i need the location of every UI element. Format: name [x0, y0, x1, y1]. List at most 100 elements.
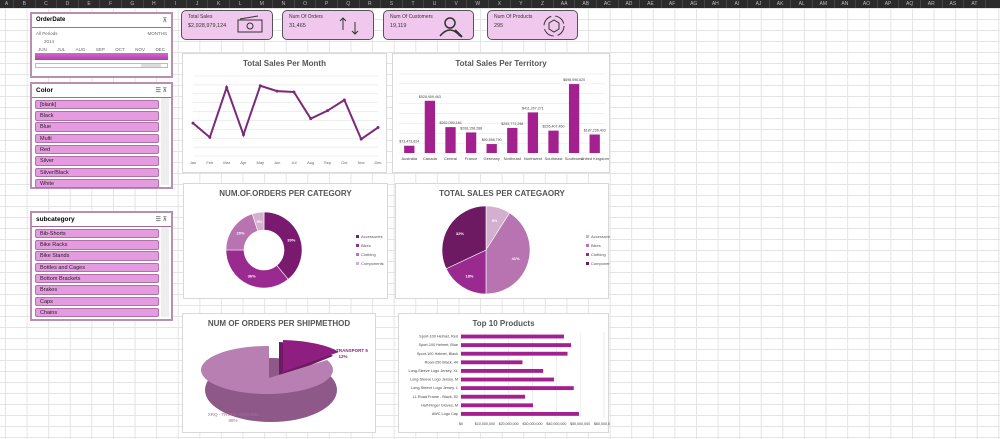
timeline-month: SEP: [95, 47, 105, 52]
y-tick-label: Sport-100 Helmet, Red: [419, 335, 458, 339]
slice-label: CARGO TRANSPORT 5 12%: [318, 348, 368, 359]
clear-filter-icon[interactable]: ⊼: [162, 88, 167, 94]
x-tick-label: Nov: [358, 160, 365, 165]
slicer-item[interactable]: Bottom Brackets: [35, 273, 159, 284]
column-header-AD: AD: [619, 0, 641, 8]
column-header-H: H: [144, 0, 166, 8]
chart-title: Top 10 Products: [472, 319, 535, 328]
column-header-AQ: AQ: [899, 0, 921, 8]
kpi-label: Num Of Orders: [289, 14, 323, 20]
slicer-item[interactable]: Blue: [35, 122, 159, 132]
y-tick-label: Long-Sleeve Logo Jersey, L: [411, 386, 458, 390]
territory-bar: [507, 127, 518, 153]
x-tick-label: Feb: [206, 160, 214, 165]
slicer-item[interactable]: Bib-Shorts: [35, 228, 159, 239]
slice-label: 41%: [512, 256, 520, 261]
data-point: [191, 121, 195, 125]
x-tick-label: $40,000,000: [546, 422, 566, 426]
x-tick-label: Jan: [190, 160, 196, 165]
legend-swatch: [356, 235, 359, 238]
multi-select-icon[interactable]: ☰: [155, 88, 161, 94]
clear-filter-icon[interactable]: ⊼: [162, 18, 167, 24]
slicer-item[interactable]: Bike Stands: [35, 251, 159, 261]
legend-entry: Clothing: [591, 252, 606, 257]
column-header-AB: AB: [575, 0, 598, 8]
x-tick-label: Southeast: [544, 156, 563, 161]
kpi-card-1: Num Of Orders 31,465: [282, 10, 374, 40]
up-down-arrows-icon: [339, 17, 359, 35]
data-label: $253,771,298: [501, 122, 523, 126]
y-tick-label: Long-Sleeve Logo Jersey, XL: [408, 369, 458, 373]
column-header-T: T: [403, 0, 425, 8]
slicer-item[interactable]: Bottles and Cages: [35, 262, 159, 273]
timeline-month: OCT: [115, 47, 125, 52]
column-header-G: G: [122, 0, 144, 8]
slicer-item[interactable]: Multi: [35, 133, 159, 144]
timeline-selection-bar[interactable]: [35, 53, 168, 60]
orderdate-timeline-slicer[interactable]: OrderDate ⊼ All Periods MONTHS 2014 JUN JU…: [30, 12, 173, 78]
slicer-item[interactable]: Black: [35, 111, 159, 121]
product-bar: [461, 403, 533, 408]
period-level-dropdown[interactable]: MONTHS: [147, 31, 168, 36]
slicer-scrollbar[interactable]: [161, 98, 169, 185]
slicer-item[interactable]: White: [35, 178, 159, 189]
column-header-AI: AI: [727, 0, 749, 8]
column-header-R: R: [360, 0, 382, 8]
slicer-scrollbar[interactable]: [161, 227, 169, 317]
chart-title: Total Sales Per Month: [243, 59, 326, 68]
slicer-item[interactable]: Caps: [35, 296, 159, 307]
slice-label: 32%: [456, 231, 464, 236]
slicer-item[interactable]: Silver: [35, 156, 159, 166]
column-header-Y: Y: [511, 0, 533, 8]
x-tick-label: $50,000,000: [570, 422, 590, 426]
slicer-item[interactable]: Brakes: [35, 285, 159, 295]
sales-per-territory-chart: Total Sales Per Territory $73,473,624 Aust…: [392, 53, 610, 173]
legend-entry: Bikes: [361, 243, 371, 248]
slice-xrq-truck-ground: [200, 345, 333, 394]
x-tick-label: $10,000,000: [475, 422, 495, 426]
timeline-scrollbar[interactable]: [35, 63, 168, 68]
x-tick-label: Dec: [374, 160, 381, 165]
territory-bar: [445, 127, 456, 153]
slice-label: XRQ - TRUCK GROUND 88%: [208, 412, 259, 423]
multi-select-icon[interactable]: ☰: [155, 217, 161, 223]
slicer-item[interactable]: Silver/Black: [35, 167, 159, 178]
product-bar: [461, 368, 544, 373]
territory-bar: [465, 132, 477, 153]
column-header-D: D: [57, 0, 79, 8]
column-header-C: C: [36, 0, 58, 8]
product-bar: [461, 343, 572, 348]
product-bar: [461, 377, 554, 382]
x-tick-label: $60,000,000: [594, 422, 610, 426]
column-header-AK: AK: [770, 0, 792, 8]
data-label: $698,096,620: [563, 78, 585, 82]
legend-swatch: [586, 244, 589, 247]
slice-label: 20%: [237, 230, 245, 235]
kpi-label: Total Sales: [188, 14, 213, 20]
product-bar: [461, 351, 568, 356]
x-tick-label: $20,000,000: [499, 422, 519, 426]
legend-entry: Components: [591, 261, 610, 266]
kpi-card-2: Num Of Customers 19,119: [383, 10, 474, 40]
kpi-value: 31,465: [289, 23, 306, 29]
slicer-item[interactable]: [blank]: [35, 99, 159, 110]
slicer-item[interactable]: Bike Racks: [35, 240, 159, 250]
column-header-B: B: [14, 0, 36, 8]
data-point: [208, 135, 212, 139]
territory-bar: [589, 134, 600, 153]
column-header-AS: AS: [943, 0, 965, 8]
x-tick-label: Northeast: [504, 156, 522, 161]
territory-bar: [404, 145, 415, 153]
y-tick-label: Long-Sleeve Logo Jersey, M: [410, 378, 458, 382]
slicer-item[interactable]: Red: [35, 144, 159, 155]
column-header-AE: AE: [640, 0, 662, 8]
x-tick-label: Australia: [402, 156, 418, 161]
column-header-AF: AF: [662, 0, 684, 8]
column-header-K: K: [208, 0, 230, 8]
legend-swatch: [356, 253, 359, 256]
slicer-item[interactable]: Chains: [35, 307, 159, 318]
clear-filter-icon[interactable]: ⊼: [162, 217, 167, 223]
y-tick-label: AWC Logo Cap: [432, 412, 458, 416]
sales-line: [192, 84, 379, 141]
x-tick-label: Jun: [274, 160, 280, 165]
